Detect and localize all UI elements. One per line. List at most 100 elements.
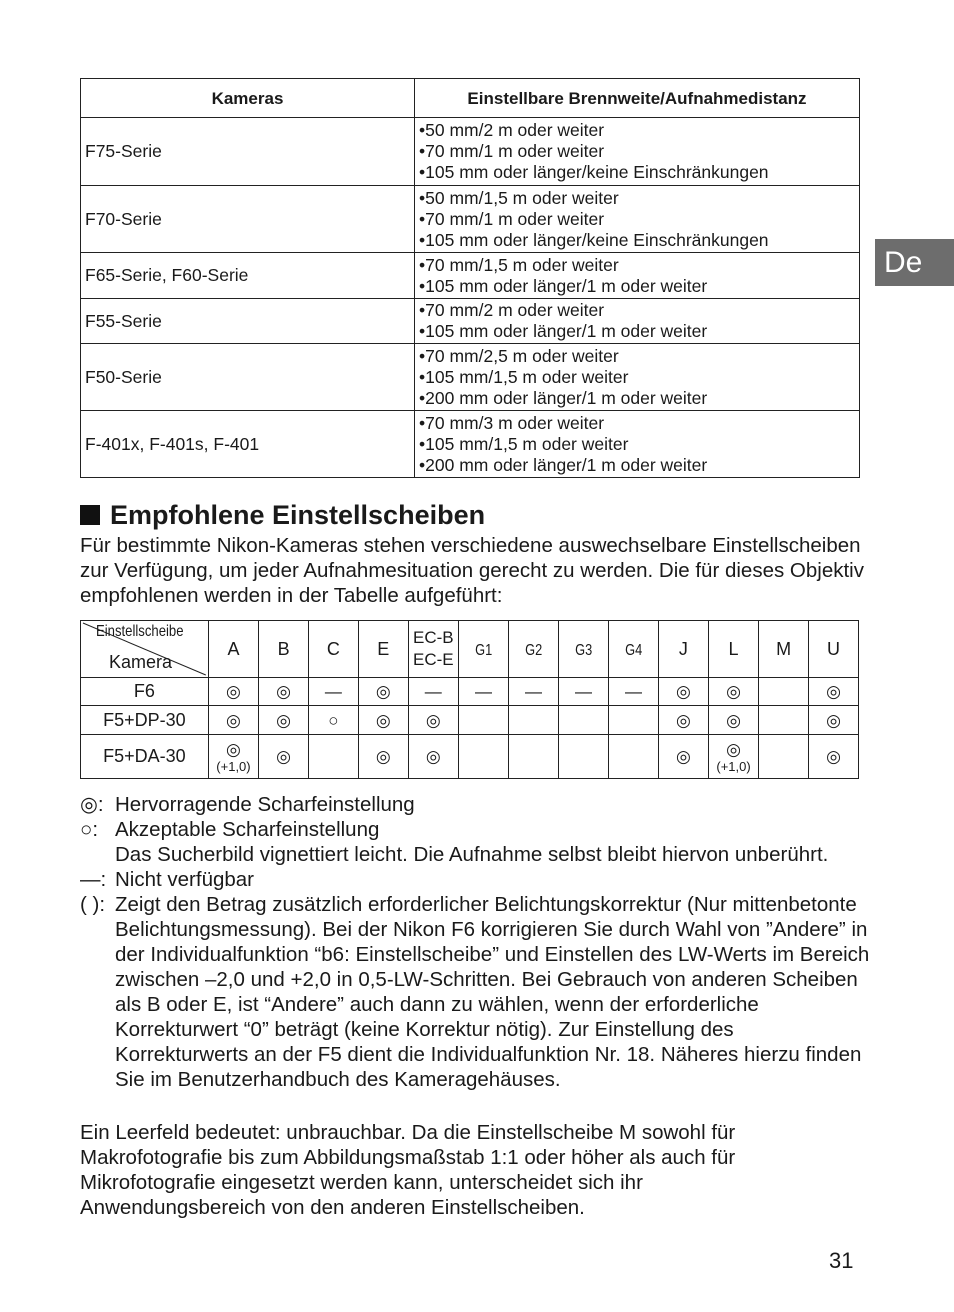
double-circle-icon: ◎ xyxy=(375,682,391,701)
legend-key: ◎: xyxy=(80,793,104,816)
rating-cell: ◎ xyxy=(658,677,709,706)
legend-text: Nicht verfügbar xyxy=(115,867,870,892)
legend-item: ○: Akzeptable Scharfeinstellung Das Sucher… xyxy=(80,817,870,867)
dash-icon: — xyxy=(324,682,342,701)
legend-description: Akzeptable Scharfeinstellung xyxy=(115,818,380,841)
header-focal-distance: Einstellbare Brennweite/Aufnahmedistanz xyxy=(414,78,860,118)
rating-cell: — xyxy=(307,677,359,706)
header-row: Einstellscheibe Kamera A B C E EC-B EC-E G1 G2 G3 G… xyxy=(80,620,859,678)
circle-icon: ○ xyxy=(328,710,339,730)
double-circle-icon: ◎ xyxy=(226,682,241,701)
legend-description: Nicht verfügbar xyxy=(115,868,255,891)
focal-cell: 70 mm/2,5 m oder weiter105 mm/1,5 m oder… xyxy=(414,343,860,411)
column-header: E xyxy=(357,620,409,678)
legend-key: ( ): xyxy=(80,893,106,916)
list-item: 70 mm/1 m oder weiter xyxy=(419,141,855,162)
column-header: A xyxy=(207,620,260,678)
column-header-label: G3 xyxy=(574,641,593,659)
table-row: F5+DP-30 ◎ ◎ ○ ◎ ◎ ◎ ◎ ◎ xyxy=(80,705,859,735)
table-row: F5+DA-30 ◎ (+1,0) ◎ ◎ ◎ ◎ ◎ (+1,0) ◎ xyxy=(80,734,859,779)
dash-icon: — xyxy=(474,682,492,701)
rating-cell: — xyxy=(607,677,660,706)
rating-cell: ◎ xyxy=(258,734,309,779)
rating-cell: ◎ xyxy=(808,677,859,706)
legend-extra: Das Sucherbild vignettiert leicht. Die A… xyxy=(115,843,829,866)
list-item: 200 mm oder länger/1 m oder weiter xyxy=(419,455,855,476)
legend-description: Hervorragende Scharfeinstellung xyxy=(115,793,415,816)
list-item: 105 mm/1,5 m oder weiter xyxy=(419,434,855,455)
double-circle-icon: ◎ xyxy=(826,710,841,730)
double-circle-icon: ◎ xyxy=(375,747,391,766)
list-item: 70 mm/3 m oder weiter xyxy=(419,413,855,434)
double-circle-icon: ◎ xyxy=(276,747,291,766)
column-header: G2 xyxy=(507,620,559,678)
column-header: B xyxy=(258,620,309,678)
focal-cell: 70 mm/3 m oder weiter105 mm/1,5 m oder w… xyxy=(414,410,860,478)
rating-cell: ◎ xyxy=(258,705,309,735)
double-circle-icon: ◎ xyxy=(425,747,441,766)
rating-cell: ◎ xyxy=(658,705,709,735)
column-header: C xyxy=(307,620,359,678)
diagonal-divider xyxy=(82,622,206,676)
corner-cell: Einstellscheibe Kamera xyxy=(80,620,209,678)
double-circle-icon: ◎ xyxy=(675,710,691,730)
rating-cell: ◎ xyxy=(407,734,459,779)
rating-cell: — xyxy=(407,677,459,706)
camera-cell: F-401x, F-401s, F-401 xyxy=(80,410,415,478)
rating-cell: ◎ xyxy=(658,734,709,779)
legend: ◎: Hervorragende Scharfeinstellung ○: Akzep… xyxy=(80,792,870,1092)
column-header: G4 xyxy=(607,620,660,678)
rating-cell xyxy=(507,705,559,735)
double-circle-icon: ◎ xyxy=(276,710,291,730)
double-circle-icon: ◎ xyxy=(726,739,741,759)
legend-item: ◎: Hervorragende Scharfeinstellung xyxy=(80,792,870,817)
column-header: G3 xyxy=(557,620,609,678)
rating-cell xyxy=(457,734,509,779)
dash-icon: — xyxy=(524,682,542,701)
legend-text: Hervorragende Scharfeinstellung xyxy=(115,792,870,817)
rating-cell: ◎ xyxy=(407,705,459,735)
rating-cell xyxy=(607,705,660,735)
rating-cell: — xyxy=(557,677,609,706)
legend-item: —: Nicht verfügbar xyxy=(80,867,870,892)
legend-description: Zeigt den Betrag zusätzlich erforderlich… xyxy=(115,893,870,1091)
header-cameras: Kameras xyxy=(80,78,415,118)
column-header: U xyxy=(808,620,859,678)
camera-cell: F65-Serie, F60-Serie xyxy=(80,252,415,299)
legend-item: ( ): Zeigt den Betrag zusätzlich erforder… xyxy=(80,892,870,1092)
column-header-label: G2 xyxy=(524,641,542,659)
dash-icon: — xyxy=(624,682,642,701)
dash-icon: — xyxy=(424,682,442,701)
section-title: Empfohlene Einstellscheiben xyxy=(110,500,486,530)
column-header-label: G1 xyxy=(474,641,492,659)
column-header: M xyxy=(758,620,810,678)
list-item: 105 mm oder länger/keine Einschränkungen xyxy=(419,230,855,251)
rating-cell: ◎ xyxy=(207,705,260,735)
rating-cell: ◎ xyxy=(258,677,309,706)
focal-cell: 50 mm/2 m oder weiter70 mm/1 m oder weit… xyxy=(414,117,860,186)
rating-cell: — xyxy=(507,677,559,706)
rating-cell: ◎ xyxy=(707,677,760,706)
table-row: F55-Serie70 mm/2 m oder weiter105 mm ode… xyxy=(80,298,860,344)
rating-cell xyxy=(758,677,810,706)
intro-paragraph: Für bestimmte Nikon-Kameras stehen versc… xyxy=(80,534,864,607)
double-circle-icon: ◎ xyxy=(826,682,841,701)
camera-cell: F55-Serie xyxy=(80,298,415,344)
rating-cell xyxy=(457,705,509,735)
rating-cell: — xyxy=(457,677,509,706)
rating-cell xyxy=(307,734,359,779)
column-header-line: EC-E xyxy=(412,650,454,669)
square-bullet-icon xyxy=(80,505,100,525)
table-row: F70-Serie50 mm/1,5 m oder weiter70 mm/1 … xyxy=(80,185,860,253)
list-item: 105 mm oder länger/keine Einschränkungen xyxy=(419,162,855,183)
column-header-line: EC-B xyxy=(412,628,454,647)
list-item: 70 mm/1 m oder weiter xyxy=(419,209,855,230)
section-heading: Empfohlene Einstellscheiben xyxy=(80,500,485,531)
rating-cell: ◎ (+1,0) xyxy=(207,734,260,779)
double-circle-icon: ◎ xyxy=(675,682,691,701)
rating-cell: ○ xyxy=(307,705,359,735)
legend-key: —: xyxy=(80,868,107,891)
legend-text: Zeigt den Betrag zusätzlich erforderlich… xyxy=(115,892,870,1092)
rating-cell: ◎ xyxy=(357,705,409,735)
double-circle-icon: ◎ xyxy=(226,739,241,759)
